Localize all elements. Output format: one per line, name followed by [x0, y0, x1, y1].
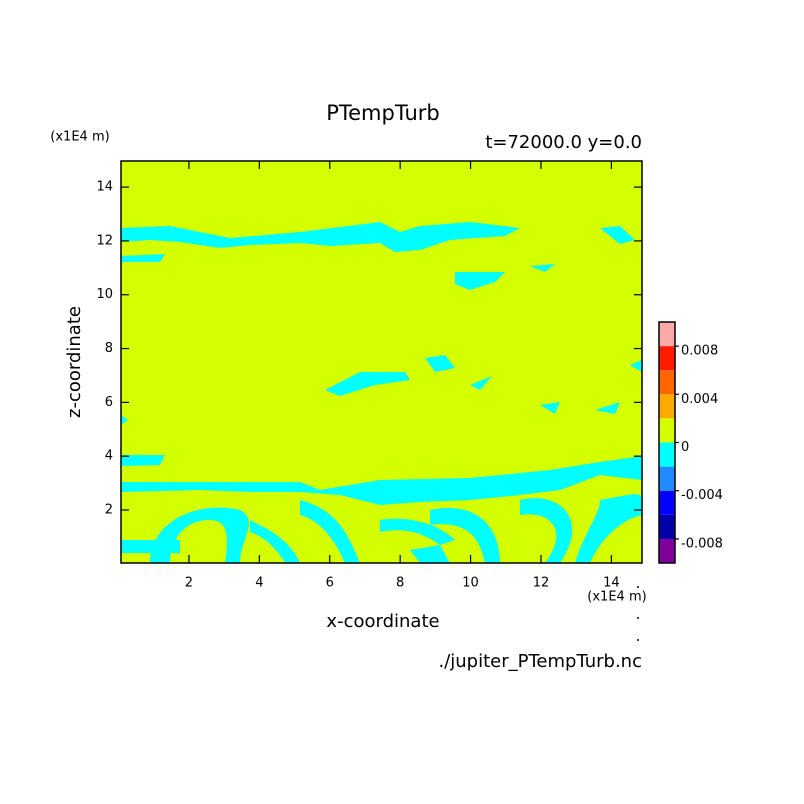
colorbar-tick-label: 0: [681, 440, 689, 455]
contour-region: [520, 498, 573, 563]
contour-region: [250, 520, 300, 563]
contour-region: [121, 540, 180, 553]
x-tick-label: 14: [603, 576, 620, 591]
y-tick-label: 4: [105, 449, 113, 464]
contour-region: [575, 494, 642, 563]
contour-region: [121, 415, 128, 425]
contour-region: [150, 507, 249, 563]
colorbar-band: [659, 370, 675, 395]
plot-frame: [120, 160, 643, 564]
contour-regions: [121, 222, 642, 563]
contour-region: [380, 518, 455, 545]
contour-region: [121, 455, 165, 466]
y-unit: (x1E4 m): [50, 130, 109, 145]
colorbar-tick-label: 0.004: [681, 392, 718, 407]
colorbar-band: [659, 418, 675, 443]
chart-title: PTempTurb: [326, 101, 440, 125]
x-tick-label: 10: [462, 576, 479, 591]
contour-region: [455, 272, 505, 290]
contour-region: [300, 500, 360, 563]
contour-region: [595, 402, 620, 414]
dot: [637, 639, 639, 641]
contour-region: [540, 402, 560, 414]
contour-region: [325, 372, 410, 396]
contour-region: [630, 360, 642, 372]
contour-region: [121, 254, 165, 262]
colorbar-band: [659, 442, 675, 467]
x-axis-label: x-coordinate: [326, 611, 439, 632]
colorbar-band: [659, 514, 675, 539]
colorbar-band: [659, 394, 675, 419]
x-tick-label: 2: [185, 576, 193, 591]
colorbar-band: [659, 322, 675, 347]
contour-region: [121, 222, 520, 252]
subtitle: t=72000.0 y=0.0: [485, 132, 642, 153]
colorbar-tick-label: 0.008: [681, 344, 718, 359]
contour-region: [470, 376, 492, 390]
y-tick-label: 6: [105, 395, 113, 410]
contour-region: [410, 545, 450, 563]
x-unit: (x1E4 m): [587, 590, 646, 605]
y-tick-label: 12: [96, 233, 113, 248]
contour-region: [600, 226, 635, 244]
colorbar-band: [659, 346, 675, 371]
colorbar-tick-label: -0.004: [681, 488, 723, 503]
contour-region: [121, 456, 642, 505]
x-tick-label: 12: [533, 576, 550, 591]
colorbar-band: [659, 538, 675, 563]
colorbar-band: [659, 466, 675, 491]
x-tick-label: 4: [255, 576, 263, 591]
x-tick-label: 8: [396, 576, 404, 591]
y-tick-label: 14: [96, 180, 113, 195]
contour-region: [430, 508, 500, 563]
x-tick-label: 6: [326, 576, 334, 591]
contour-region: [530, 264, 555, 272]
colorbar-tick-label: -0.008: [681, 536, 723, 551]
y-axis-label: z-coordinate: [64, 306, 85, 418]
dot: [637, 617, 639, 619]
contour-region: [425, 355, 455, 372]
dot: [637, 586, 639, 588]
colorbar-band: [659, 490, 675, 515]
source-file: ./jupiter_PTempTurb.nc: [438, 651, 642, 672]
y-tick-label: 10: [96, 287, 113, 302]
y-tick-label: 2: [105, 502, 113, 517]
y-tick-label: 8: [105, 341, 113, 356]
